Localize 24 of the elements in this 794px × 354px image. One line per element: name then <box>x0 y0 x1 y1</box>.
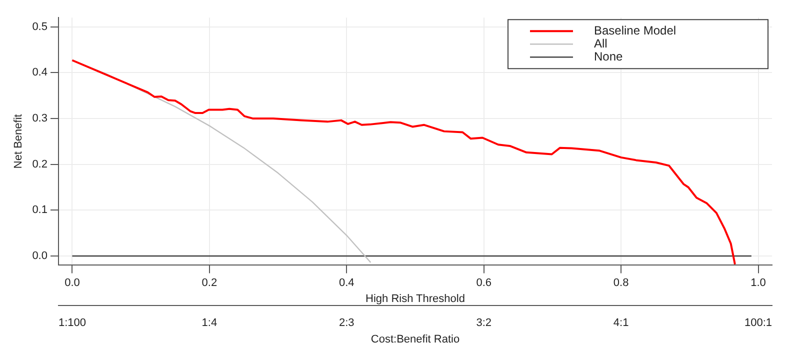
x-tick-label: 0.6 <box>476 276 492 289</box>
y-tick-label: 0.3 <box>32 112 48 125</box>
text: 3:2 <box>476 317 492 330</box>
legend-label: All <box>594 36 608 50</box>
x-tick-label: 0.2 <box>202 276 218 289</box>
y-tick-label: 0.0 <box>32 250 48 262</box>
y-tick-label: 0.5 <box>32 20 48 33</box>
x-tick-label: 0.4 <box>338 276 354 289</box>
y-tick-label: 0.4 <box>32 66 48 79</box>
legend-label: Baseline Model <box>594 23 676 38</box>
x-tick-label: 0.8 <box>613 276 629 289</box>
y-tick-label: 0.1 <box>32 204 48 216</box>
y-axis-title: Net Benefit <box>12 114 25 169</box>
text: 2:3 <box>338 317 354 330</box>
text: 100:1 <box>744 317 772 330</box>
text: 1:4 <box>202 317 218 330</box>
legend-label: None <box>594 49 624 64</box>
x-tick-label: 0.0 <box>64 276 80 289</box>
x-axis-title: High Rish Threshold <box>366 293 465 306</box>
x-tick-label: 1.0 <box>750 276 766 289</box>
y-tick-label: 0.2 <box>32 158 48 170</box>
text: 4:1 <box>613 317 629 330</box>
text: 1:100 <box>58 317 86 330</box>
x2-axis-title: Cost:Benefit Ratio <box>370 333 460 346</box>
